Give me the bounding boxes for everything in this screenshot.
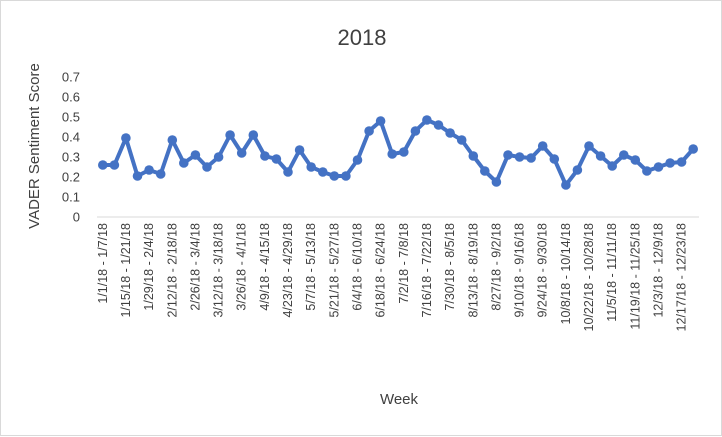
x-tick-label: 5/21/18 - 5/27/18 <box>327 223 341 318</box>
data-point <box>329 171 340 181</box>
y-tick-label: 0.3 <box>62 150 80 165</box>
data-point <box>271 154 282 164</box>
x-tick-label: 2/26/18 - 3/4/18 <box>188 223 202 311</box>
data-point <box>653 162 664 172</box>
data-point <box>179 158 189 168</box>
x-tick-label: 6/18/18 - 6/24/18 <box>374 223 388 318</box>
data-point <box>480 166 490 176</box>
x-tick-label: 8/27/18 - 9/2/18 <box>489 223 503 311</box>
data-point <box>433 120 444 130</box>
data-point <box>387 149 398 159</box>
data-point <box>225 130 235 140</box>
data-point <box>341 171 351 181</box>
data-point <box>236 148 247 158</box>
data-point <box>306 162 317 172</box>
data-point <box>665 158 675 168</box>
y-axis-title: VADER Sentiment Score <box>26 63 43 229</box>
y-tick-label: 0.6 <box>62 90 80 105</box>
x-tick-label: 3/12/18 - 3/18/18 <box>212 223 226 318</box>
x-tick-label: 7/16/18 - 7/22/18 <box>420 223 434 318</box>
data-point <box>456 135 467 145</box>
data-point <box>688 144 698 154</box>
data-point <box>399 147 409 157</box>
x-axis-title: Week <box>380 391 419 408</box>
x-tick-label: 4/9/18 - 4/15/18 <box>258 223 272 311</box>
data-point <box>584 141 594 151</box>
x-tick-label: 11/5/18 - 11/11/18 <box>605 223 619 322</box>
x-tick-label: 9/10/18 - 9/16/18 <box>513 223 527 318</box>
data-point <box>144 165 154 175</box>
data-point <box>283 167 293 177</box>
chart-title: 2018 <box>338 25 387 50</box>
data-point <box>422 115 432 125</box>
data-point <box>375 116 386 126</box>
data-point <box>410 126 421 136</box>
x-tick-label: 4/23/18 - 4/29/18 <box>281 223 295 318</box>
y-tick-label: 0.1 <box>62 190 80 205</box>
data-point <box>561 180 571 190</box>
x-tick-label: 12/3/18 - 12/9/18 <box>651 223 665 318</box>
data-point <box>503 150 513 160</box>
data-point <box>132 171 143 181</box>
data-point <box>202 162 212 172</box>
data-point <box>607 161 617 171</box>
x-tick-label: 7/2/18 - 7/8/18 <box>397 223 411 304</box>
data-point <box>630 155 641 165</box>
data-point <box>109 160 120 170</box>
data-point <box>445 128 455 138</box>
y-tick-label: 0.5 <box>62 110 80 125</box>
x-tick-label: 8/13/18 - 8/19/18 <box>466 223 480 318</box>
data-point <box>537 141 548 151</box>
data-point <box>155 169 166 179</box>
data-point <box>190 150 201 160</box>
data-point <box>352 155 363 165</box>
x-tick-label: 9/24/18 - 9/30/18 <box>536 223 550 318</box>
y-tick-label: 0 <box>73 210 80 225</box>
series-markers <box>98 115 698 190</box>
x-tick-label: 7/30/18 - 8/5/18 <box>443 223 457 311</box>
data-point <box>572 165 583 175</box>
data-point <box>514 152 525 162</box>
x-tick-label: 1/15/18 - 1/21/18 <box>119 223 133 318</box>
y-tick-label: 0.4 <box>62 130 80 145</box>
x-tick-label: 10/8/18 - 10/14/18 <box>559 223 573 325</box>
data-point <box>526 153 536 163</box>
data-point <box>167 135 178 145</box>
x-tick-label: 12/17/18 - 12/23/18 <box>675 223 689 331</box>
data-point <box>248 130 259 140</box>
data-point <box>676 157 687 167</box>
x-tick-label: 3/26/18 - 4/1/18 <box>235 223 249 311</box>
data-point <box>98 160 108 170</box>
x-tick-label: 1/1/18 - 1/7/18 <box>96 223 110 304</box>
data-point <box>318 167 328 177</box>
x-tick-label: 11/19/18 - 11/25/18 <box>628 223 642 330</box>
data-point <box>121 133 131 143</box>
data-point <box>549 154 560 164</box>
x-tick-label: 2/12/18 - 2/18/18 <box>165 223 179 318</box>
data-point <box>595 151 606 161</box>
x-tick-label: 5/7/18 - 5/13/18 <box>304 223 318 311</box>
data-point <box>619 150 629 160</box>
x-tick-label: 6/4/18 - 6/10/18 <box>350 223 364 311</box>
x-tick-label: 1/29/18 - 2/4/18 <box>142 223 156 311</box>
y-tick-label: 0.7 <box>62 70 80 85</box>
y-tick-label: 0.2 <box>62 170 80 185</box>
series-line <box>100 118 696 187</box>
y-axis-ticks: 0 0.1 0.2 0.3 0.4 0.5 0.6 0.7 <box>62 70 80 225</box>
x-axis-ticks: 1/1/18 - 1/7/18 1/15/18 - 1/21/18 1/29/18 … <box>96 223 689 331</box>
data-point <box>213 152 224 162</box>
data-point <box>642 166 652 176</box>
data-point <box>364 126 374 136</box>
data-point <box>294 145 305 155</box>
data-point <box>260 151 270 161</box>
data-point <box>491 177 502 187</box>
x-tick-label: 10/22/18 - 10/28/18 <box>582 223 596 331</box>
data-point <box>468 151 479 161</box>
